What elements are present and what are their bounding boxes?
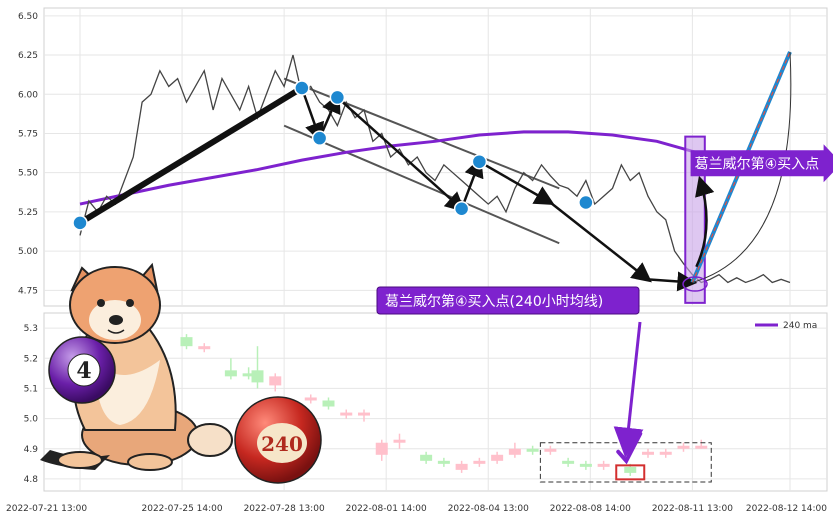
top-y-tick-label: 5.50 [18, 169, 38, 179]
buy-point-ellipse [682, 276, 708, 292]
x-tick-label: 2022-08-11 13:00 [652, 504, 733, 514]
pivot-marker [578, 194, 594, 211]
top-y-tick-label: 6.00 [18, 90, 38, 100]
forecast-arc [692, 51, 792, 283]
x-tick-label: 2022-08-08 14:00 [550, 504, 631, 514]
x-tick-label: 2022-07-28 13:00 [244, 504, 325, 514]
candle-body [544, 448, 557, 452]
zigzag-segment [549, 201, 652, 283]
candle-body [508, 448, 521, 455]
candle-body [340, 412, 353, 416]
bottom-callout-arrow [613, 321, 644, 458]
pivot-marker [471, 153, 488, 170]
legend-label: 240 ma [783, 321, 817, 331]
candle-body [269, 376, 282, 386]
bottom-callout-box [376, 286, 640, 315]
candlesticks [180, 334, 708, 476]
candle-body [659, 451, 672, 455]
x-tick-label: 2022-07-21 13:00 [6, 504, 87, 514]
pivot-marker [329, 89, 346, 106]
ball-four-label: 4 [76, 358, 91, 384]
candle-body [491, 454, 504, 461]
dog-illustration [40, 262, 233, 471]
legend: 240 ma [755, 321, 817, 331]
zigzag-segment [300, 87, 325, 143]
bottom-y-tick-label: 4.8 [24, 475, 39, 485]
bottom-y-tick-label: 5.1 [24, 384, 38, 394]
top-y-tick-label: 4.75 [18, 286, 38, 296]
candle-body [358, 412, 370, 416]
top-y-tick-label: 5.00 [18, 247, 38, 257]
trend-up-line [78, 85, 304, 226]
bottom-y-tick-label: 5.0 [24, 415, 39, 425]
candle-body [562, 460, 575, 464]
candle-body [420, 454, 433, 461]
x-tick-label: 2022-08-12 14:00 [746, 504, 827, 514]
zigzag-segment [478, 160, 555, 205]
bottom-y-tick-label: 5.3 [24, 324, 38, 334]
candle-body [455, 463, 468, 470]
candle-body [437, 460, 450, 464]
bottom-callout-text: 葛兰威尔第④买入点(240小时均线) [385, 293, 603, 310]
top-y-tick-label: 5.75 [18, 129, 38, 139]
candle-body [624, 466, 637, 473]
bottom-y-tick-label: 5.2 [24, 354, 38, 364]
top-callout-shape [690, 144, 833, 183]
candle-body [180, 337, 193, 347]
highlight-box [539, 442, 712, 483]
pivot-marker [453, 201, 470, 217]
top-y-tick-label: 6.25 [18, 51, 38, 61]
bottom-callout: 葛兰威尔第④买入点(240小时均线) [376, 286, 640, 315]
x-tick-label: 2022-07-25 14:00 [142, 504, 223, 514]
bottom-y-tick-label: 4.9 [24, 445, 39, 455]
pivot-marker [311, 130, 328, 146]
top-y-tick-label: 6.50 [18, 12, 38, 22]
candle-body [579, 463, 592, 467]
candle-body [597, 463, 610, 467]
candle-body [526, 448, 539, 452]
channel-line [283, 124, 560, 245]
candle-body [695, 445, 708, 449]
ball-240: 240 [234, 396, 322, 484]
zigzag-segment [647, 271, 698, 292]
candle-body [198, 346, 211, 350]
candle-body [677, 445, 690, 449]
ball-240-label: 240 [261, 432, 303, 456]
candle-body [251, 370, 264, 383]
candle-body [375, 442, 388, 455]
top-y-axis: 4.75 5.00 5.25 5.50 5.75 6.00 6.25 6.50 [18, 12, 38, 296]
zigzag-segment [460, 157, 484, 210]
bottom-y-axis: 4.8 4.9 5.0 5.1 5.2 5.3 [24, 324, 39, 485]
pivot-marker [294, 80, 310, 96]
rebound-arrow [695, 175, 715, 268]
zigzag-segment [336, 96, 466, 213]
top-y-tick-label: 5.25 [18, 208, 38, 218]
x-axis: 2022-07-21 13:00 2022-07-25 14:00 2022-07-… [6, 504, 827, 514]
price-line [79, 54, 791, 284]
candle-body [242, 373, 255, 377]
x-tick-label: 2022-08-04 13:00 [448, 504, 529, 514]
top-callout-text: 葛兰威尔第④买入点 [695, 155, 820, 172]
top-callout: 葛兰威尔第④买入点 [690, 144, 833, 183]
x-tick-label: 2022-08-01 14:00 [346, 504, 427, 514]
pivot-marker [72, 215, 88, 231]
zigzag-arrows [300, 87, 698, 292]
candle-body [642, 451, 654, 455]
candle-body [322, 400, 335, 407]
ball-four: 4 [48, 336, 116, 404]
candle-body [224, 370, 237, 377]
candle-body [304, 397, 317, 401]
candle-body [393, 439, 406, 443]
buy-candle-box [615, 464, 646, 481]
pivot-markers [72, 80, 594, 231]
candle-body [473, 460, 486, 464]
